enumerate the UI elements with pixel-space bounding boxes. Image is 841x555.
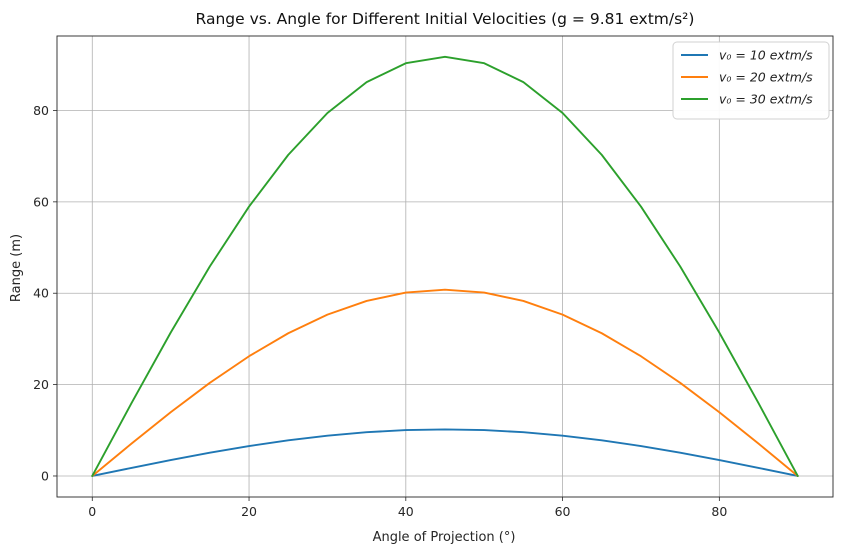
x-axis-label: Angle of Projection (°) (373, 530, 516, 545)
series-line-1 (91, 428, 799, 477)
plot-layer (91, 55, 799, 477)
legend: v₀ = 10 extm/s v₀ = 20 extm/s v₀ = 30 extm… (672, 41, 830, 120)
y-tick-label: 60 (33, 194, 49, 209)
legend-box (672, 41, 830, 120)
y-tick-label: 80 (33, 103, 49, 118)
x-tick-label: 80 (711, 504, 727, 519)
x-tick-label: 40 (398, 504, 414, 519)
series-line-2 (91, 288, 799, 477)
series-line-3 (91, 55, 799, 477)
y-tick-label: 20 (33, 377, 49, 392)
legend-label-2: v₀ = 20 extm/s (719, 70, 813, 85)
legend-label-1: v₀ = 10 extm/s (719, 48, 813, 63)
x-tick-label: 60 (555, 504, 571, 519)
plot-frame (56, 35, 834, 498)
x-tick-label: 0 (88, 504, 96, 519)
x-tick-label: 20 (241, 504, 257, 519)
y-axis-label: Range (m) (9, 234, 24, 302)
chart-title: Range vs. Angle for Different Initial Ve… (196, 10, 695, 28)
legend-label-3: v₀ = 30 extm/s (719, 92, 813, 107)
y-tick-label: 40 (33, 286, 49, 301)
y-tick-label: 0 (41, 468, 49, 483)
axes-layer: 0 20 40 60 80 0 20 40 60 80 (33, 35, 834, 519)
